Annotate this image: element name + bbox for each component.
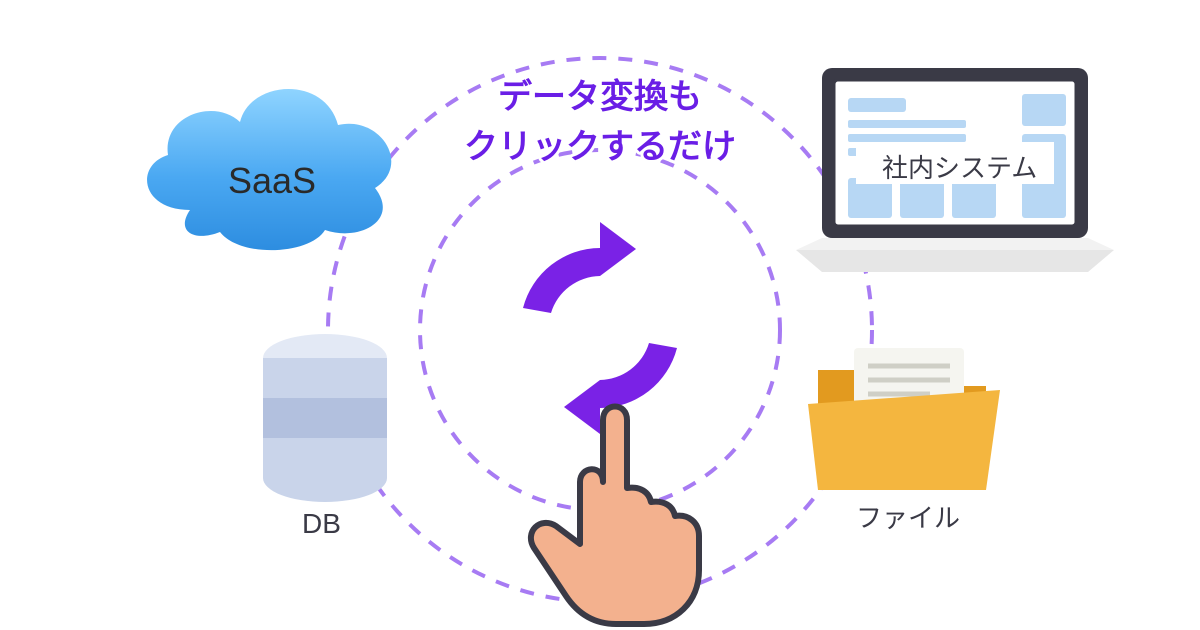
hand-cursor-icon — [0, 0, 1200, 630]
diagram-stage: SaaS DB — [0, 0, 1200, 630]
